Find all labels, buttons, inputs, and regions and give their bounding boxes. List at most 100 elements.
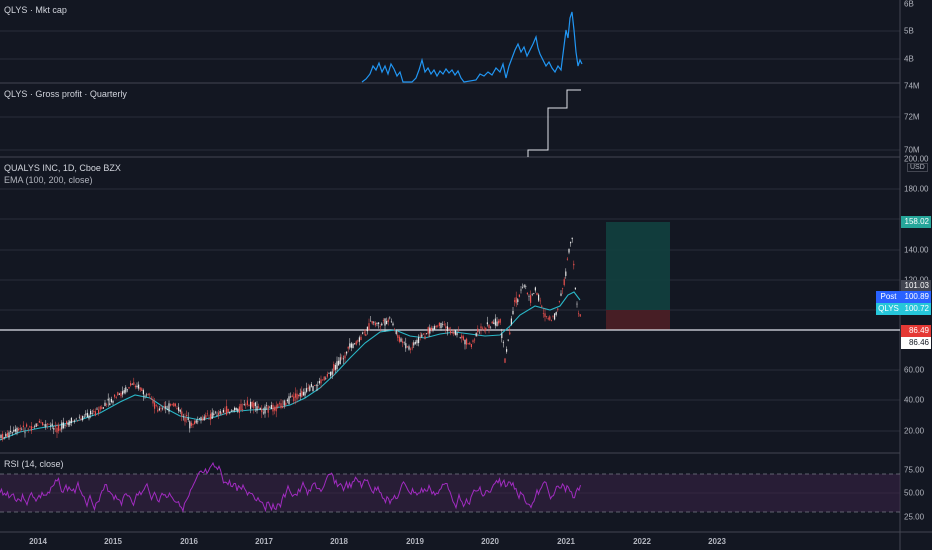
candle-body: [282, 406, 284, 408]
candle-body: [96, 408, 98, 410]
candle-body: [38, 420, 40, 423]
candle-body: [296, 393, 298, 400]
candle-body: [64, 424, 66, 426]
candle-body: [530, 295, 532, 303]
candle-body: [339, 357, 341, 364]
candle-body: [250, 401, 252, 409]
candle-body: [270, 405, 272, 410]
candle-body: [238, 406, 240, 413]
candle-body: [234, 407, 236, 411]
rsi-pane-label[interactable]: RSI (14, close): [4, 459, 64, 469]
last-price-badge: 100.72: [901, 303, 931, 315]
candle-body: [14, 429, 16, 432]
candle-body: [307, 387, 309, 389]
candle-body: [43, 424, 45, 426]
candle-body: [443, 324, 445, 326]
candle-body: [333, 363, 335, 372]
candle-body: [542, 313, 544, 314]
mktcap-tick: 4B: [904, 54, 914, 64]
mktcap-pane-label[interactable]: QLYS · Mkt cap: [4, 5, 67, 15]
stop-price-badge: 86.49: [901, 325, 931, 337]
gross-profit-pane-label[interactable]: QLYS · Gross profit · Quarterly: [4, 89, 127, 99]
candle-body: [371, 321, 373, 324]
candle-body: [106, 404, 108, 405]
candle-body: [394, 329, 396, 330]
candle-body: [294, 393, 296, 398]
candle-body: [557, 308, 559, 310]
candle-body: [422, 333, 424, 335]
candle-body: [416, 339, 418, 344]
candle-body: [315, 385, 317, 386]
candle-body: [570, 241, 572, 244]
candle-body: [442, 323, 444, 325]
candle-body: [533, 293, 535, 295]
candle-body: [259, 407, 261, 410]
time-tick: 2021: [557, 537, 575, 546]
mktcap-line: [361, 11, 583, 83]
price-pane-legend[interactable]: QUALYS INC, 1D, Cboe BZX EMA (100, 200, …: [4, 163, 121, 185]
candle-body: [354, 343, 356, 344]
mktcap-tick: 5B: [904, 26, 914, 36]
candle-body: [53, 428, 55, 430]
candle-body: [54, 426, 56, 428]
candle-body: [325, 377, 327, 379]
candle-body: [83, 416, 85, 418]
candle-body: [491, 321, 493, 324]
candle-body: [480, 326, 482, 329]
candle-body: [392, 323, 394, 326]
candle-body: [205, 415, 207, 419]
candle-body: [70, 418, 72, 424]
symbol-title[interactable]: QUALYS INC, 1D, Cboe BZX: [4, 163, 121, 173]
candle-body: [378, 322, 380, 324]
candle-body: [202, 418, 204, 421]
ema-indicator-label[interactable]: EMA (100, 200, close): [4, 175, 93, 185]
candle-body: [206, 413, 208, 415]
candle-body: [458, 330, 460, 332]
candle-body: [62, 422, 64, 429]
candle-body: [413, 342, 415, 346]
candle-body: [549, 316, 551, 320]
candle-body: [312, 386, 314, 392]
price-candles: [0, 237, 581, 442]
candle-body: [400, 338, 402, 342]
candle-body: [139, 387, 141, 390]
candle-body: [395, 330, 397, 334]
candle-body: [32, 427, 34, 428]
candle-body: [462, 336, 464, 340]
candle-body: [214, 411, 216, 413]
candle-body: [242, 409, 244, 410]
candle-body: [118, 393, 120, 395]
candle-body: [475, 332, 477, 337]
candle-body: [280, 403, 282, 408]
candle-body: [224, 410, 226, 412]
post-market-label: Post: [876, 291, 901, 303]
candle-body: [518, 294, 520, 297]
candle-body: [526, 292, 528, 295]
candle-body: [501, 333, 503, 339]
candle-body: [166, 409, 168, 410]
candle-body: [171, 404, 173, 405]
candle-body: [256, 406, 258, 411]
time-tick: 2020: [481, 537, 499, 546]
candle-body: [77, 420, 79, 421]
candle-body: [67, 422, 69, 426]
candle-body: [302, 392, 304, 396]
candle-body: [453, 332, 455, 334]
candle-body: [346, 351, 348, 354]
candle-body: [5, 433, 7, 437]
target-zone[interactable]: [606, 222, 670, 310]
candle-body: [352, 343, 354, 348]
stop-zone[interactable]: [606, 310, 670, 330]
candle-body: [187, 417, 189, 420]
candle-body: [323, 376, 325, 381]
candle-body: [26, 424, 28, 427]
currency-label[interactable]: USD: [907, 163, 928, 172]
candle-body: [445, 326, 447, 328]
candle-body: [365, 334, 367, 336]
candle-body: [192, 423, 194, 425]
candle-body: [485, 327, 487, 331]
candle-body: [182, 416, 184, 418]
candle-body: [576, 303, 578, 305]
